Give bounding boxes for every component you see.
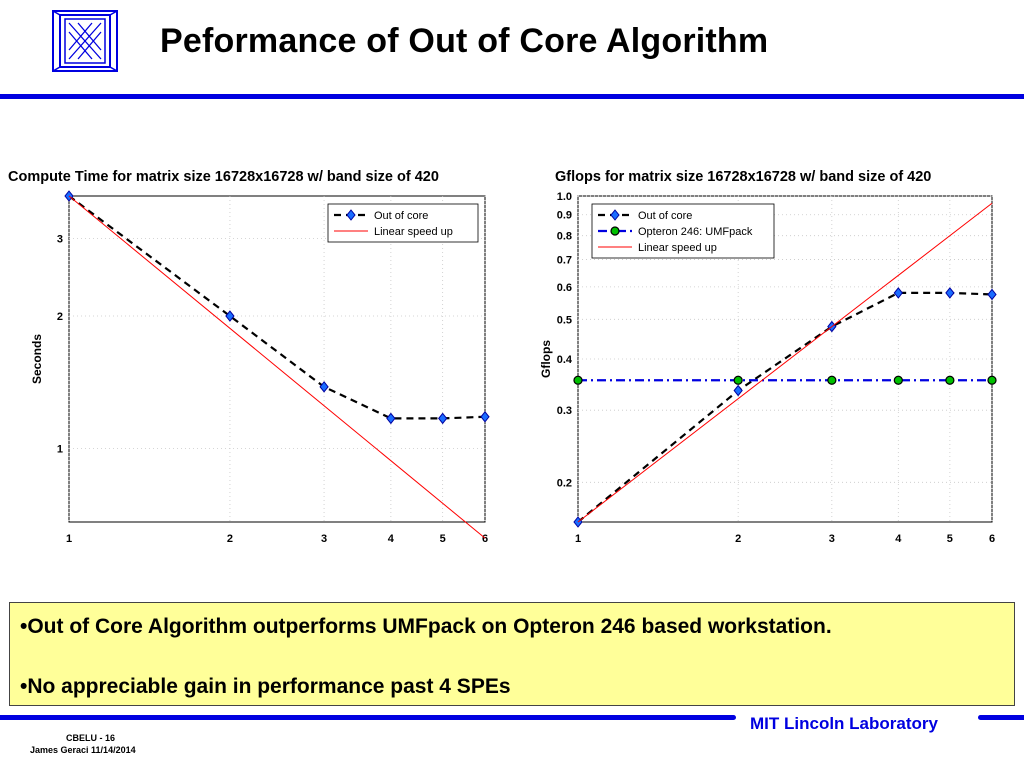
legend-label: Linear speed up bbox=[638, 242, 717, 254]
gflops-chart: 1 2 3 4 5 6 0.2 0.3 0.4 0.5 0.6 0.7 0.8 0.9 1.0 Gflops O… bbox=[539, 191, 997, 545]
y-tick-label: 1 bbox=[57, 443, 63, 455]
data-point-circle bbox=[987, 375, 997, 385]
legend-marker bbox=[610, 209, 620, 221]
y-axis-label: Gflops bbox=[539, 340, 553, 378]
y-tick-label: 1.0 bbox=[557, 191, 572, 203]
legend-box bbox=[327, 203, 479, 243]
data-point-diamond bbox=[733, 384, 743, 397]
x-tick-label: 5 bbox=[947, 533, 953, 545]
title-rule bbox=[0, 94, 1024, 99]
y-tick-label: 3 bbox=[57, 234, 63, 246]
y-tick-label: 0.2 bbox=[557, 477, 572, 489]
y-tick-label: 2 bbox=[57, 311, 63, 323]
data-point-diamond bbox=[893, 287, 903, 299]
data-point-diamond bbox=[225, 310, 235, 322]
x-tick-label: 6 bbox=[482, 533, 488, 545]
data-point-circle bbox=[573, 375, 583, 385]
y-tick-label: 0.8 bbox=[557, 231, 572, 243]
data-point-circle bbox=[827, 375, 837, 385]
data-point-diamond bbox=[945, 287, 955, 299]
legend-label: Linear speed up bbox=[374, 226, 453, 238]
data-point-diamond bbox=[386, 412, 396, 425]
chart2-title: Gflops for matrix size 16728x16728 w/ ba… bbox=[555, 169, 932, 185]
x-tick-label: 5 bbox=[440, 533, 446, 545]
data-point-diamond bbox=[319, 381, 329, 393]
data-point-diamond bbox=[987, 288, 997, 301]
legend-label: Out of core bbox=[638, 210, 692, 222]
compute-time-chart: 1 2 3 4 5 6 1 2 3 Seconds Out of core Linear speed … bbox=[30, 190, 490, 545]
data-point-circle bbox=[945, 375, 955, 385]
legend-marker bbox=[346, 209, 356, 221]
mit-ll-logo bbox=[52, 10, 118, 72]
bullet-box: •Out of Core Algorithm outperforms UMFpa… bbox=[9, 602, 1015, 706]
y-tick-label: 0.6 bbox=[557, 282, 572, 294]
slide-title: Peformance of Out of Core Algorithm bbox=[160, 22, 769, 60]
data-point-circle bbox=[733, 375, 743, 385]
x-tick-label: 3 bbox=[829, 533, 835, 545]
x-tick-label: 2 bbox=[227, 533, 233, 545]
legend-marker bbox=[610, 226, 620, 236]
footer-rule bbox=[0, 715, 736, 720]
series-line bbox=[68, 195, 486, 539]
x-tick-label: 1 bbox=[66, 533, 72, 545]
data-point-diamond bbox=[480, 410, 490, 423]
x-tick-label: 2 bbox=[735, 533, 741, 545]
legend-label: Out of core bbox=[374, 210, 428, 222]
series-line bbox=[577, 202, 993, 523]
y-axis-label: Seconds bbox=[30, 334, 44, 384]
footer-author: James Geraci 11/14/2014 bbox=[30, 745, 136, 755]
x-tick-label: 6 bbox=[989, 533, 995, 545]
x-tick-label: 3 bbox=[321, 533, 327, 545]
footer-slide-id: CBELU - 16 bbox=[66, 733, 116, 743]
footer-brand: MIT Lincoln Laboratory bbox=[750, 714, 938, 733]
footer-rule bbox=[978, 715, 1024, 720]
y-tick-label: 0.9 bbox=[557, 210, 572, 222]
bullet-point: •No appreciable gain in performance past… bbox=[20, 675, 511, 698]
plot-area bbox=[68, 195, 486, 523]
series-line bbox=[577, 291, 993, 523]
legend-label: Opteron 246: UMFpack bbox=[638, 226, 753, 238]
y-tick-label: 0.7 bbox=[557, 254, 572, 266]
x-tick-label: 1 bbox=[575, 533, 581, 545]
y-tick-label: 0.5 bbox=[557, 314, 572, 326]
y-tick-label: 0.3 bbox=[557, 405, 572, 417]
x-tick-label: 4 bbox=[895, 533, 902, 545]
y-tick-label: 0.4 bbox=[557, 354, 573, 366]
x-tick-label: 4 bbox=[388, 533, 395, 545]
chart1-title: Compute Time for matrix size 16728x16728… bbox=[8, 169, 439, 185]
data-point-diamond bbox=[438, 412, 448, 425]
bullet-point: •Out of Core Algorithm outperforms UMFpa… bbox=[20, 615, 832, 638]
data-point-diamond bbox=[64, 190, 74, 202]
data-point-circle bbox=[893, 375, 903, 385]
